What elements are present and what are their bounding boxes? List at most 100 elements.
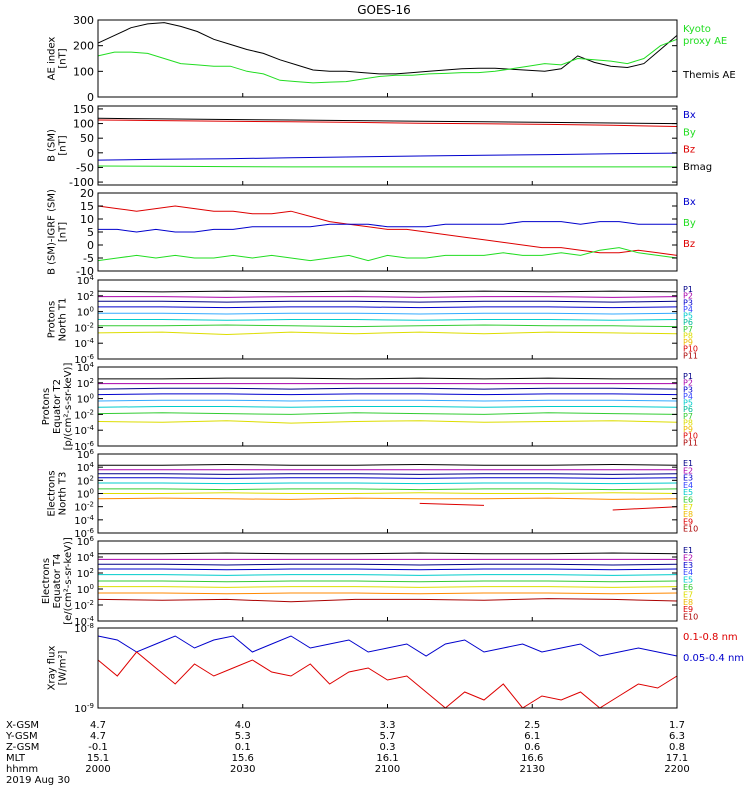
legend-et3-5: E6 bbox=[683, 496, 693, 505]
series-bsm-3 bbox=[97, 165, 677, 168]
ytick-label-bsm: -50 bbox=[76, 161, 94, 174]
ylabel-et3-0: Electrons bbox=[47, 470, 58, 516]
ytick-label-ae: 0 bbox=[87, 91, 94, 104]
ylabel-pt2-0: Protons bbox=[41, 388, 52, 425]
ytick-label-et4: 102 bbox=[77, 567, 94, 580]
legend-bdiff-2: Bz bbox=[683, 239, 695, 250]
footer-value: 0.8 bbox=[669, 742, 685, 753]
footer-value: 0.1 bbox=[235, 742, 251, 753]
plot-title: GOES-16 bbox=[357, 3, 411, 17]
footer-label-z-gsm: Z-GSM bbox=[6, 742, 39, 753]
legend-ae-1: proxy AE bbox=[683, 36, 727, 47]
legend-pt1-8: P9 bbox=[683, 338, 693, 347]
legend-et3-4: E5 bbox=[683, 488, 693, 497]
footer-value: 5.7 bbox=[380, 731, 396, 742]
legend-bdiff-0: Bx bbox=[683, 197, 696, 208]
series-et4-0 bbox=[98, 552, 678, 555]
legend-pt2-10: P11 bbox=[683, 438, 698, 447]
legend-et3-0: E1 bbox=[683, 459, 693, 468]
series-et3-8 bbox=[419, 502, 678, 511]
ytick-label-et4: 104 bbox=[77, 551, 95, 564]
ylabel-bsm-1: [nT] bbox=[58, 135, 69, 155]
legend-pt1-9: P10 bbox=[683, 345, 698, 354]
legend-pt2-7: P8 bbox=[683, 418, 693, 427]
footer-value: 2200 bbox=[664, 764, 689, 775]
series-xray-1 bbox=[97, 651, 678, 709]
footer-value: 6.1 bbox=[524, 731, 540, 742]
ytick-label-pt1: 100 bbox=[77, 306, 94, 319]
legend-bsm-2: Bz bbox=[683, 145, 695, 156]
legend-et4-6: E7 bbox=[683, 590, 693, 599]
ylabel-bdiff-1: [nT] bbox=[58, 222, 69, 242]
legend-ae-2: Themis AE bbox=[682, 70, 736, 81]
series-pt2-2 bbox=[97, 387, 678, 390]
panel-pt2: 10-6 10-4 10-2 100 102 104 Protons Equator T2 [p… bbox=[41, 361, 698, 453]
legend-pt1-3: P4 bbox=[683, 305, 693, 314]
ytick-label-pt1: 102 bbox=[77, 290, 94, 303]
ytick-label-bdiff: 0 bbox=[87, 239, 94, 252]
footer-value: 4.7 bbox=[90, 720, 106, 731]
series-pt1-4 bbox=[98, 312, 678, 315]
ylabel-et4-0: Electrons bbox=[41, 558, 52, 604]
series-et4-3 bbox=[98, 568, 678, 571]
series-et4-6 bbox=[98, 586, 678, 588]
footer-value: 0.3 bbox=[380, 742, 396, 753]
ylabel-et4-2: [e/(cm²-s-sr-keV)] bbox=[63, 537, 74, 625]
footer-label-mlt: MLT bbox=[6, 753, 26, 764]
ytick-label-pt1: 104 bbox=[77, 274, 95, 287]
legend-pt2-3: P4 bbox=[683, 392, 693, 401]
footer-value: 2100 bbox=[375, 764, 400, 775]
ylabel-et3-1: North T3 bbox=[58, 472, 69, 516]
legend-et4-7: E8 bbox=[683, 598, 693, 607]
legend-et3-7: E8 bbox=[683, 510, 693, 519]
legend-et4-5: E6 bbox=[683, 583, 693, 592]
ytick-label-pt1: 10-2 bbox=[74, 321, 94, 334]
legend-pt1-4: P5 bbox=[683, 312, 693, 321]
ytick-label-bsm: 100 bbox=[73, 118, 94, 131]
ytick-label-ae: 100 bbox=[73, 65, 94, 78]
series-pt1-0 bbox=[97, 290, 678, 293]
series-et3-0 bbox=[98, 463, 678, 466]
legend-bsm-0: Bx bbox=[683, 110, 696, 121]
series-pt1-3 bbox=[98, 306, 678, 309]
ytick-label-pt2: 104 bbox=[77, 361, 95, 374]
footer-label-hhmm: hhmm bbox=[6, 764, 38, 775]
ytick-label-pt2: 10-2 bbox=[74, 408, 94, 421]
ytick-label-et3: 106 bbox=[77, 448, 95, 461]
legend-et4-1: E2 bbox=[683, 553, 693, 562]
ytick-label-et4: 10-2 bbox=[74, 599, 94, 612]
footer-value: 15.6 bbox=[232, 753, 254, 764]
ytick-label-bdiff: 15 bbox=[80, 200, 94, 213]
footer-label-y-gsm: Y-GSM bbox=[5, 731, 38, 742]
ylabel-et4-1: Equator T4 bbox=[52, 554, 63, 609]
footer-value: 2130 bbox=[520, 764, 545, 775]
ylabel-bdiff-0: B (SM)-IGRF (SM) bbox=[47, 189, 58, 275]
ytick-label-et3: 10-4 bbox=[74, 514, 94, 527]
series-pt2-5 bbox=[97, 406, 678, 408]
ytick-label-et4: 106 bbox=[77, 535, 95, 548]
series-et4-4 bbox=[98, 574, 678, 576]
series-et3-4 bbox=[98, 482, 678, 485]
series-pt1-7 bbox=[97, 331, 678, 336]
series-bdiff-1 bbox=[98, 221, 677, 233]
legend-pt1-7: P8 bbox=[683, 331, 693, 340]
footer-date: 2019 Aug 30 bbox=[6, 775, 70, 786]
ytick-label-pt2: 100 bbox=[77, 393, 94, 406]
series-pt2-0 bbox=[98, 377, 677, 380]
series-pt2-4 bbox=[97, 399, 678, 402]
legend-et3-2: E3 bbox=[683, 474, 693, 483]
legend-et3-1: E2 bbox=[683, 466, 693, 475]
legend-pt2-8: P9 bbox=[683, 425, 693, 434]
footer-value: 5.3 bbox=[235, 731, 251, 742]
ytick-label-xray: 10-9 bbox=[74, 702, 94, 715]
ytick-label-pt2: 10-4 bbox=[74, 424, 94, 437]
ylabel-xray-1: [W/m²] bbox=[58, 650, 69, 685]
footer-value: 1.7 bbox=[669, 720, 685, 731]
footer-label-x-gsm: X-GSM bbox=[6, 720, 39, 731]
footer-value: 2000 bbox=[85, 764, 110, 775]
legend-et4-4: E5 bbox=[683, 576, 693, 585]
ytick-label-bsm: 50 bbox=[80, 132, 94, 145]
